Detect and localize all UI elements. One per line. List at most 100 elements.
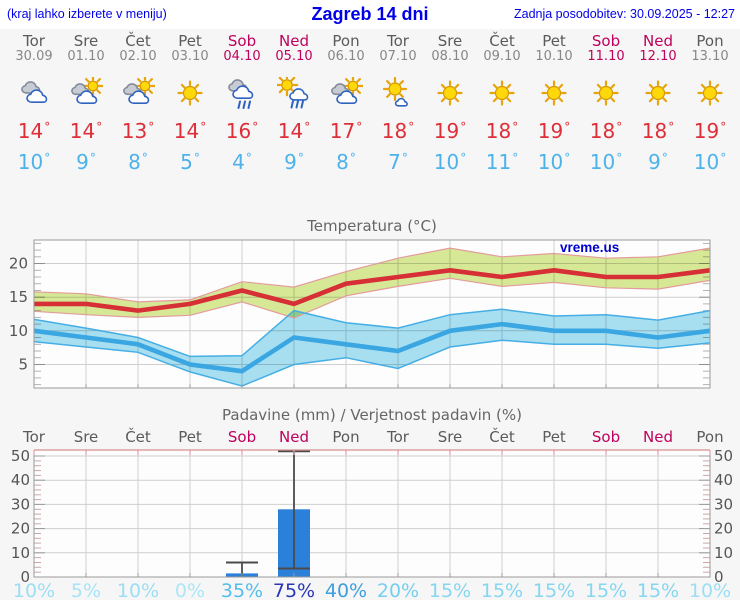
day-column[interactable]: Sre 08.10 19° 10° bbox=[424, 30, 476, 175]
low-temp: 11° bbox=[485, 150, 519, 174]
sunny-icon bbox=[485, 77, 519, 109]
precip-axis-label: 10 bbox=[11, 544, 30, 562]
sunny-icon bbox=[433, 77, 467, 109]
day-name: Sob bbox=[591, 32, 621, 50]
day-column[interactable]: Pon 13.10 19° 10° bbox=[684, 30, 736, 175]
page-header: (kraj lahko izberete v meniju) Zagreb 14… bbox=[0, 0, 740, 29]
low-temp: 8° bbox=[128, 150, 148, 174]
day-name: Čet bbox=[489, 32, 515, 50]
precip-probability-label: 0% bbox=[175, 580, 205, 600]
low-temp: 5° bbox=[180, 150, 200, 174]
precip-probability-label: 15% bbox=[637, 580, 679, 600]
location-menu-hint[interactable]: (kraj lahko izberete v meniju) bbox=[7, 7, 167, 21]
partly-icon bbox=[329, 77, 363, 109]
precip-axis-label: 20 bbox=[11, 520, 30, 538]
precip-axis-label: 40 bbox=[11, 471, 30, 489]
chart-day-label: Čet bbox=[125, 427, 151, 446]
day-date: 09.10 bbox=[483, 49, 521, 64]
day-date: 01.10 bbox=[67, 49, 105, 64]
precip-probability-label: 35% bbox=[221, 580, 263, 600]
low-temp: 10° bbox=[17, 150, 51, 174]
day-columns-strip: Tor 30.09 14° 10° Sre 01.10 14° 9° Čet 0… bbox=[8, 30, 736, 175]
day-name: Sre bbox=[437, 32, 463, 50]
low-temp: 8° bbox=[336, 150, 356, 174]
chart-day-label: Ned bbox=[279, 428, 309, 446]
day-name: Ned bbox=[643, 32, 673, 50]
precip-chart-title: Padavine (mm) / Verjetnost padavin (%) bbox=[222, 406, 522, 424]
day-column[interactable]: Tor 07.10 18° 7° bbox=[372, 30, 424, 175]
day-date: 06.10 bbox=[327, 49, 365, 64]
precip-axis-label: 30 bbox=[714, 495, 733, 513]
day-date: 05.10 bbox=[275, 49, 313, 64]
day-column[interactable]: Čet 09.10 18° 11° bbox=[476, 30, 528, 175]
precipitation-chart: 0 0 10 10 20 20 30 30 40 40 50 50 Padavine (mm) / Ve… bbox=[11, 406, 733, 600]
chart-day-label: Tor bbox=[22, 428, 46, 446]
high-temp: 18° bbox=[589, 119, 623, 143]
low-temp: 9° bbox=[284, 150, 304, 174]
high-temp: 14° bbox=[69, 119, 103, 143]
high-temp: 14° bbox=[173, 119, 207, 143]
day-column[interactable]: Ned 05.10 14° 9° bbox=[268, 30, 320, 175]
day-name: Sob bbox=[227, 32, 257, 50]
low-temp: 10° bbox=[693, 150, 727, 174]
day-column[interactable]: Pet 10.10 19° 10° bbox=[528, 30, 580, 175]
temp-axis-label: 15 bbox=[9, 288, 28, 306]
day-column[interactable]: Čet 02.10 13° 8° bbox=[112, 30, 164, 175]
low-temp: 10° bbox=[433, 150, 467, 174]
last-update-label: Zadnja posodobitev: 30.09.2025 - 12:27 bbox=[513, 7, 735, 21]
low-temp: 10° bbox=[589, 150, 623, 174]
precip-axis-label: 0 bbox=[20, 568, 30, 586]
watermark-link[interactable]: vreme.us bbox=[560, 240, 619, 255]
precip-axis-label: 40 bbox=[714, 471, 733, 489]
day-column[interactable]: Pet 03.10 14° 5° bbox=[164, 30, 216, 175]
precip-axis-label: 50 bbox=[11, 447, 30, 465]
day-name: Tor bbox=[387, 32, 409, 50]
temp-chart-title: Temperatura (°C) bbox=[306, 217, 437, 235]
high-temp: 18° bbox=[485, 119, 519, 143]
high-temp: 18° bbox=[381, 119, 415, 143]
day-name: Čet bbox=[125, 32, 151, 50]
day-name: Sre bbox=[73, 32, 99, 50]
day-column[interactable]: Pon 06.10 17° 8° bbox=[320, 30, 372, 175]
partly-icon bbox=[121, 77, 155, 109]
page-title: Zagreb 14 dni bbox=[311, 4, 429, 24]
day-column[interactable]: Ned 12.10 18° 9° bbox=[632, 30, 684, 175]
high-temp: 19° bbox=[433, 119, 467, 143]
low-temp-line bbox=[33, 321, 711, 374]
day-column[interactable]: Sob 04.10 16° 4° bbox=[216, 30, 268, 175]
day-column[interactable]: Sob 11.10 18° 10° bbox=[580, 30, 632, 175]
day-name: Ned bbox=[279, 32, 309, 50]
day-date: 03.10 bbox=[171, 49, 209, 64]
temp-axis-label: 20 bbox=[9, 255, 28, 273]
chart-day-label: Pon bbox=[696, 428, 723, 446]
precip-axis-label: 20 bbox=[714, 520, 733, 538]
partly-icon bbox=[69, 77, 103, 109]
precip-probability-label: 15% bbox=[533, 580, 575, 600]
temp-axis-label: 5 bbox=[18, 356, 28, 374]
chart-day-label: Čet bbox=[489, 427, 515, 446]
day-date: 11.10 bbox=[587, 49, 625, 64]
day-date: 13.10 bbox=[691, 49, 729, 64]
low-temp: 4° bbox=[232, 150, 252, 174]
chart-day-label: Tor bbox=[386, 428, 410, 446]
sunny-icon bbox=[589, 77, 623, 109]
precip-probability-label: 15% bbox=[481, 580, 523, 600]
high-temp: 19° bbox=[537, 119, 571, 143]
precip-probability-label: 20% bbox=[377, 580, 419, 600]
day-date: 30.09 bbox=[15, 49, 53, 64]
day-date: 12.10 bbox=[639, 49, 677, 64]
day-date: 08.10 bbox=[431, 49, 469, 64]
precip-axis-label: 10 bbox=[714, 544, 733, 562]
chart-day-label: Pet bbox=[542, 428, 566, 446]
day-name: Tor bbox=[23, 32, 45, 50]
day-column[interactable]: Sre 01.10 14° 9° bbox=[60, 30, 112, 175]
low-temp: 9° bbox=[648, 150, 668, 174]
day-name: Pet bbox=[178, 32, 202, 50]
day-column[interactable]: Tor 30.09 14° 10° bbox=[8, 30, 60, 175]
precip-probability-label: 15% bbox=[429, 580, 471, 600]
day-name: Pet bbox=[542, 32, 566, 50]
chart-day-label: Sre bbox=[74, 428, 99, 446]
high-temp: 16° bbox=[225, 119, 259, 143]
chart-day-label: Sob bbox=[592, 428, 620, 446]
